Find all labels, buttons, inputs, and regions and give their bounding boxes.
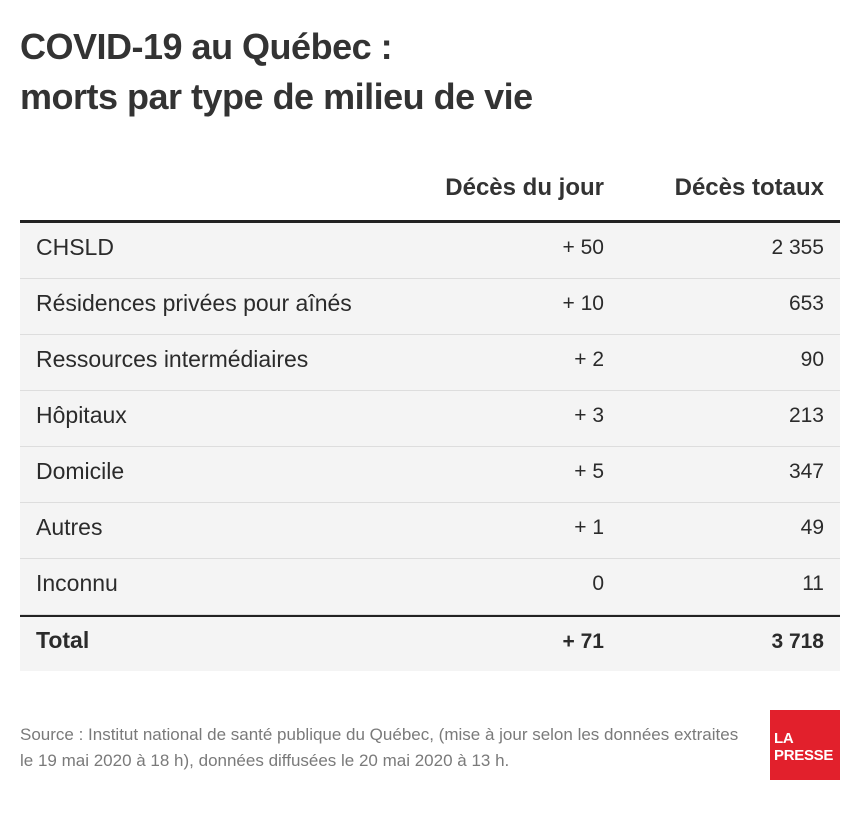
chart-title: COVID-19 au Québec : morts par type de m… (20, 22, 533, 122)
la-presse-logo: LA PRESSE (770, 710, 840, 780)
logo-line-2: PRESSE (774, 747, 834, 764)
row-label: Résidences privées pour aînés (36, 290, 352, 316)
table-row-hopitaux: Hôpitaux + 3 213 (20, 391, 840, 447)
row-daily-value: + 5 (574, 460, 604, 483)
table-row-chsld: CHSLD + 50 2 355 (20, 223, 840, 279)
row-label: Domicile (36, 458, 125, 484)
data-table: Décès du jour Décès totaux CHSLD + 50 2 … (20, 166, 840, 671)
source-note: Source : Institut national de santé publ… (20, 725, 739, 770)
total-daily-value: + 71 (562, 630, 604, 653)
row-total-value: 11 (802, 572, 824, 595)
row-label: Ressources intermédiaires (36, 346, 309, 372)
chart-title-line-1: COVID-19 au Québec : (20, 26, 393, 67)
table-row-rpa: Résidences privées pour aînés + 10 653 (20, 279, 840, 335)
row-total-value: 653 (788, 292, 824, 315)
table-row-inconnu: Inconnu 0 11 (20, 559, 840, 615)
row-total-value: 2 355 (771, 236, 824, 259)
row-daily-value: + 3 (574, 404, 604, 427)
total-label: Total (36, 627, 90, 653)
row-daily-value: + 10 (562, 292, 604, 315)
row-daily-value: + 50 (562, 236, 604, 259)
row-total-value: 90 (800, 348, 824, 371)
row-total-value: 49 (800, 516, 824, 539)
table-row-autres: Autres + 1 49 (20, 503, 840, 559)
row-label: CHSLD (36, 234, 114, 260)
row-label: Inconnu (36, 570, 118, 596)
row-daily-value: + 2 (574, 348, 604, 371)
header-daily-deaths: Décès du jour (445, 174, 604, 201)
row-total-value: 213 (788, 404, 824, 427)
row-daily-value: 0 (592, 572, 604, 595)
row-daily-value: + 1 (574, 516, 604, 539)
total-total-value: 3 718 (771, 630, 824, 653)
chart-title-line-2: morts par type de milieu de vie (20, 76, 533, 117)
row-label: Hôpitaux (36, 402, 127, 428)
table-header: Décès du jour Décès totaux (20, 166, 840, 223)
row-total-value: 347 (788, 460, 824, 483)
row-label: Autres (36, 514, 103, 540)
logo-line-1: LA (774, 730, 794, 747)
table-row-domicile: Domicile + 5 347 (20, 447, 840, 503)
header-total-deaths: Décès totaux (674, 174, 824, 201)
table-row-ri: Ressources intermédiaires + 2 90 (20, 335, 840, 391)
table-row-total: Total + 71 3 718 (20, 615, 840, 671)
